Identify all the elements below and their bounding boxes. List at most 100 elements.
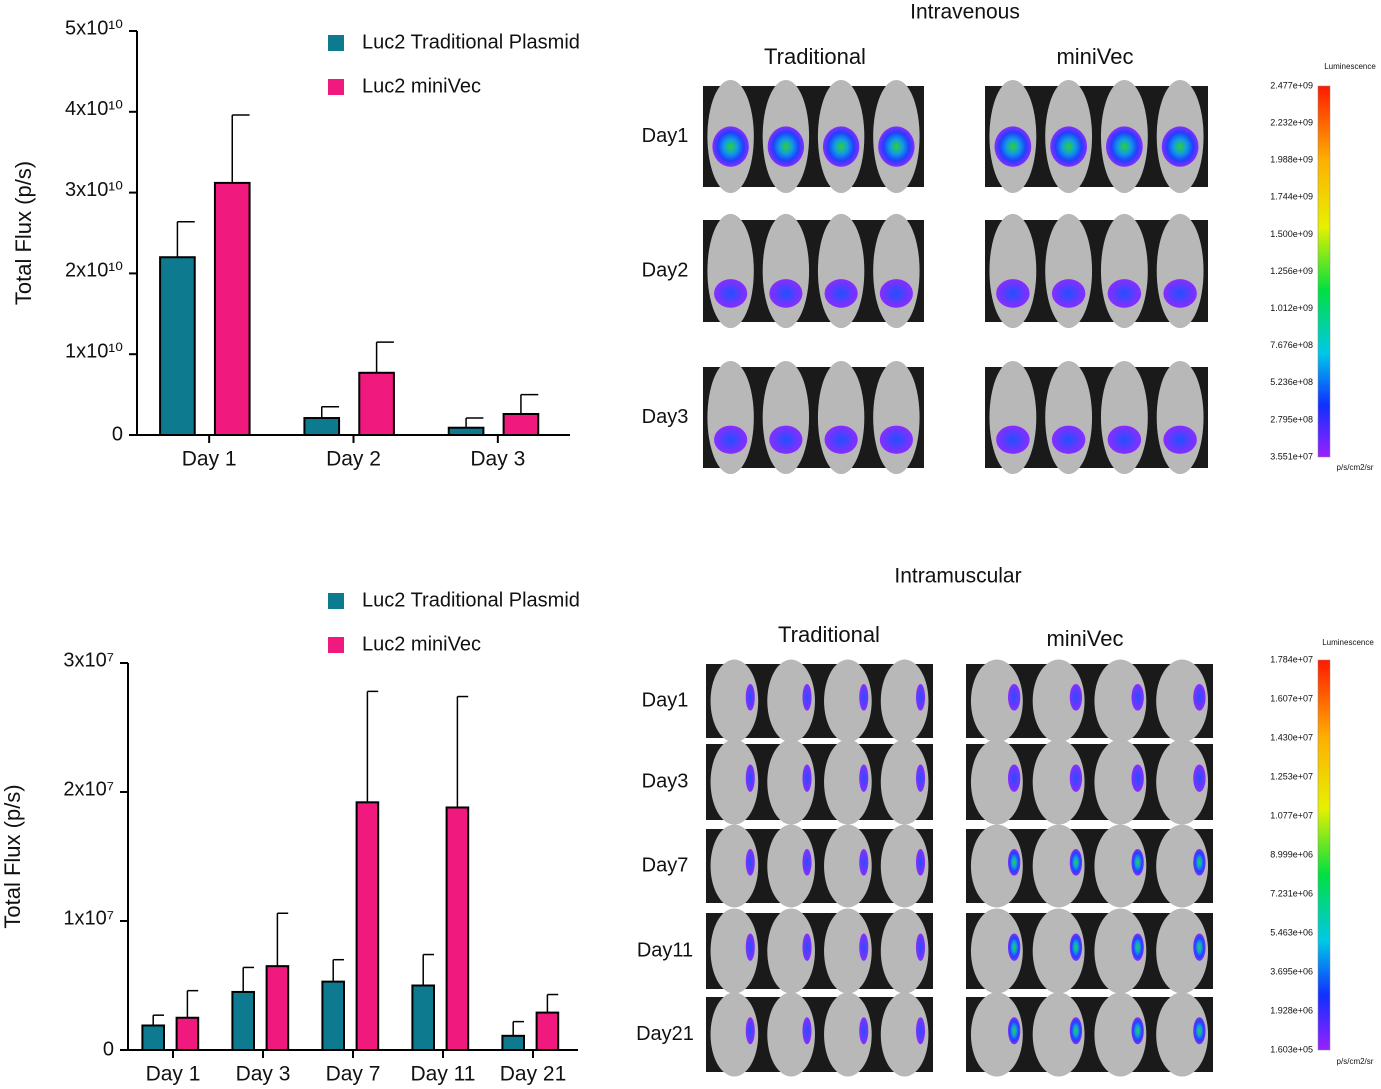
x-tick-label: Day 3 <box>470 448 525 471</box>
mouse <box>880 992 929 1077</box>
signal <box>879 425 913 454</box>
mouse <box>1045 213 1093 329</box>
mouse <box>707 360 754 475</box>
y-axis-title: Total Flux (p/s) <box>0 784 25 928</box>
signal <box>1069 933 1083 961</box>
legend-swatch <box>328 593 344 609</box>
error-bar <box>320 405 340 419</box>
signal <box>714 425 748 454</box>
error-bar <box>276 912 289 967</box>
mouse <box>1032 659 1085 743</box>
column-label: Traditional <box>778 622 880 647</box>
colorbar-tick-label: 3.695e+06 <box>1270 966 1313 976</box>
bar <box>159 256 196 436</box>
colorbar-tick-label: 1.430e+07 <box>1270 732 1313 742</box>
bar <box>265 965 290 1052</box>
mouse <box>817 213 865 329</box>
mouse-image <box>966 824 1213 908</box>
error-bar <box>520 393 539 414</box>
mouse <box>880 824 929 908</box>
colorbar-tick-label: 1.603e+05 <box>1270 1044 1313 1054</box>
mouse <box>1156 908 1209 994</box>
error-bar <box>465 417 484 428</box>
mouse <box>970 659 1023 743</box>
mouse <box>880 908 929 994</box>
mouse <box>1032 739 1085 825</box>
legend-swatch <box>328 35 344 51</box>
error-bar <box>332 958 344 982</box>
mouse <box>762 360 810 475</box>
mouse <box>710 908 759 994</box>
bar <box>141 1024 165 1051</box>
mouse-image <box>706 739 933 825</box>
error-bar <box>366 690 379 803</box>
mouse-image <box>985 79 1208 194</box>
error-bar <box>456 695 469 808</box>
colorbar-tick-label: 1.784e+07 <box>1270 654 1313 664</box>
signal <box>915 848 926 876</box>
mouse <box>1156 992 1209 1077</box>
mouse <box>762 213 810 329</box>
mouse <box>970 824 1023 908</box>
colorbar-unit: p/s/cm2/sr <box>1337 463 1374 472</box>
signal <box>1051 425 1086 454</box>
error-bar <box>512 1020 524 1036</box>
colorbar-tick-label: 1.744e+09 <box>1270 192 1313 202</box>
mouse <box>707 213 754 329</box>
mouse <box>970 908 1023 994</box>
signal <box>714 279 748 308</box>
panel-title: Intravenous <box>910 1 1020 24</box>
mouse-image <box>985 213 1208 329</box>
colorbar-tick-label: 1.607e+07 <box>1270 693 1313 703</box>
bar <box>355 801 380 1051</box>
signal <box>996 425 1030 454</box>
mouse <box>767 992 815 1077</box>
signal <box>996 279 1030 308</box>
x-tick-label: Day 1 <box>146 1063 201 1086</box>
mouse <box>817 360 865 475</box>
signal <box>915 1017 926 1045</box>
signal <box>1069 764 1083 792</box>
colorbar <box>1317 659 1331 1051</box>
colorbar-tick-label: 2.232e+09 <box>1270 117 1313 127</box>
signal <box>745 683 755 711</box>
y-tick-label: 2x10¹⁰ <box>65 260 123 282</box>
y-axis-title: Total Flux (p/s) <box>11 161 36 305</box>
mouse <box>710 659 759 743</box>
colorbar-tick-label: 1.253e+07 <box>1270 771 1313 781</box>
bar <box>303 417 341 437</box>
colorbar-title: Luminescence <box>1324 62 1376 71</box>
signal <box>915 933 926 961</box>
mouse-image <box>703 213 924 329</box>
mouse <box>1032 908 1085 994</box>
mouse <box>824 824 872 908</box>
mouse <box>1032 824 1085 908</box>
signal <box>1193 764 1206 792</box>
signal <box>1007 1017 1021 1045</box>
signal <box>712 126 749 167</box>
y-tick-label: 0 <box>112 423 123 445</box>
bar <box>175 1016 200 1051</box>
bar <box>447 426 485 436</box>
mouse <box>970 992 1023 1077</box>
mouse <box>1156 213 1204 329</box>
signal <box>1107 279 1142 308</box>
row-label: Day1 <box>642 689 689 711</box>
mouse-image <box>966 992 1213 1077</box>
mouse <box>1156 360 1204 475</box>
error-bar <box>375 341 394 373</box>
signal <box>802 764 812 792</box>
mouse <box>989 213 1037 329</box>
row-label: Day11 <box>637 939 693 961</box>
mouse <box>710 824 759 908</box>
signal <box>1131 1017 1144 1045</box>
colorbar-tick-label: 1.928e+06 <box>1270 1005 1313 1015</box>
mouse-image <box>703 79 924 194</box>
mouse-image <box>706 992 933 1077</box>
mouse-image <box>706 908 933 994</box>
signal <box>745 848 755 876</box>
signal <box>1007 764 1021 792</box>
mouse <box>767 824 815 908</box>
mouse <box>970 739 1023 825</box>
colorbar-tick-label: 1.988e+09 <box>1270 155 1313 165</box>
